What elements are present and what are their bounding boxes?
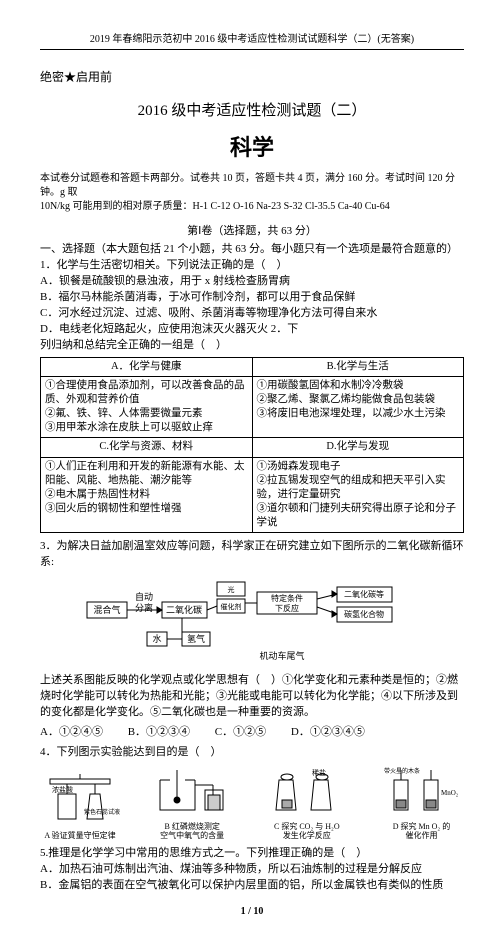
q2-b2: ②聚乙烯、聚氯乙烯均能做食品包装袋 (257, 393, 460, 407)
q2-d1: ①汤姆森发现电子 (257, 460, 460, 474)
exp-d: 带火星的木条 MnO₂ D 探究 Mn O₂ 的 催化作用 (379, 765, 464, 840)
q3-diagram: 混合气 自动 分离 二氧化碳 光 催化剂 特定条件 下反应 二氧化碳等 碳氢化合… (40, 577, 464, 667)
q1-options: A．钡餐是硫酸钡的悬浊液，用于 x 射线检查肠胃病 B．福尔马林能杀菌消毒，于冰… (40, 274, 464, 354)
q3-opt-b: B．①②③④ (128, 723, 190, 739)
page-number: 1 / 10 (40, 906, 464, 917)
q3-para: 上述关系图能反映的化学观点或化学思想有（ ）①化学变化和元素种类是恒的；②燃烧时… (40, 673, 464, 721)
exp-b-l1: B 红磷燃烧测定 (150, 823, 235, 832)
diag-h2: 氢气 (187, 633, 205, 644)
intro-line1: 本试卷分试题卷和答题卡两部分。试卷共 10 页，答题卡共 4 页，满分 160 … (40, 173, 455, 198)
q2-cell-b: ①用碳酸氢固体和水制冷冷敷袋 ②聚乙烯、聚氯乙烯均能做食品包装袋 ③将废旧电池深… (252, 376, 464, 438)
q5-stem: 5.推理是化学学习中常用的思维方式之一。下列推理正确的是（ ） (40, 846, 464, 862)
exp-d-l2: 催化作用 (379, 832, 464, 841)
q3-opt-c: C．①②⑤ (215, 723, 266, 739)
diag-auto: 自动 (135, 591, 153, 602)
q1-tail: 列归纳和总结完全正确的一组是（ ） (40, 338, 464, 354)
svg-text:稀盐: 稀盐 (312, 768, 326, 777)
page-container: 2019 年春绵阳示范初中 2016 级中考适应性检测试试题科学（二）(无答案)… (0, 0, 504, 937)
q2-header-a: A．化学与健康 (41, 357, 253, 376)
q2-b1: ①用碳酸氢固体和水制冷冷敷袋 (257, 379, 460, 393)
q4-stem: 4．下列图示实验能达到目的是（ ） (40, 745, 464, 761)
q2-cell-d: ①汤姆森发现电子 ②拉瓦锡发现空气的组成和把天平引入实验，进行定量研究 ③道尔顿… (252, 457, 464, 533)
q2-a1: ①合理使用食品添加剂，可以改善食品的品质、外观和营养价值 (45, 379, 248, 407)
diag-fuel2: 下反应 (275, 603, 299, 613)
exp-d-l1: D 探究 Mn O₂ 的 (379, 823, 464, 832)
q2-a2: ②氟、铁、锌、人体需要微量元素 (45, 407, 248, 421)
diag-absorb: 机动车尾气 (259, 650, 304, 661)
q3-stem: 3．为解决日益加剧温室效应等问题，科学家正在研究建立如下图所示的二氧化碳新循环系… (40, 539, 464, 571)
exp-b: B 红磷燃烧测定 空气中氧气的含量 (150, 765, 235, 840)
q2-c3: ③回火后的钢韧性和塑性增强 (45, 502, 248, 516)
intro-text: 本试卷分试题卷和答题卡两部分。试卷共 10 页，答题卡共 4 页，满分 160 … (40, 172, 464, 214)
q1-option-b: B．福尔马林能杀菌消毒，于冰可作制冷剂，都可以用于食品保鲜 (40, 290, 464, 306)
svg-text:紫色石蕊试液: 紫色石蕊试液 (84, 808, 120, 816)
q4-experiments: 浓盐酸 紫色石蕊试液 A 验证質量守恒定律 B 红磷燃烧测定 (40, 765, 464, 840)
exp-c: 稀盐 C 探究 CO₂ 与 H₂O 发生化学反应 (264, 765, 349, 840)
q2-header-b: B.化学与生活 (252, 357, 464, 376)
q3-opt-d: D．①②③④⑤ (291, 723, 365, 739)
exp-a-label: A 验证質量守恒定律 (40, 832, 120, 841)
q2-c2: ②电木属于热固性材料 (45, 488, 248, 502)
q2-d3: ③道尔顿和门捷列夫研究得出原子论和分子学说 (257, 502, 460, 530)
part1-title: 第Ⅰ卷（选择题，共 63 分） (40, 222, 464, 238)
doc-header-title: 2019 年春绵阳示范初中 2016 级中考适应性检测试试题科学（二）(无答案) (40, 30, 464, 45)
q3-options: A．①②④⑤ B．①②③④ C．①②⑤ D．①②③④⑤ (40, 723, 464, 739)
exam-title: 2016 级中考适应性检测试题（二） (40, 99, 464, 120)
q2-table: A．化学与健康 B.化学与生活 ①合理使用食品添加剂，可以改善食品的品质、外观和… (40, 357, 464, 534)
q2-header-d: D.化学与发现 (252, 438, 464, 457)
q5-opt-b: B．金属铝的表面在空气被氧化可以保护内层里面的铝，所以金属铁也有类似的性质 (40, 878, 464, 894)
q2-c1: ①人们正在利用和开发的新能源有水能、太阳能、风能、地热能、潮汐能等 (45, 460, 248, 488)
exp-c-l2: 发生化学反应 (264, 832, 349, 841)
q5-block: 5.推理是化学学习中常用的思维方式之一。下列推理正确的是（ ） A．加热石油可炼… (40, 846, 464, 894)
diag-sep: 分离 (135, 602, 153, 613)
q5-opt-a: A．加热石油可炼制出汽油、煤油等多种物质，所以石油炼制的过程是分解反应 (40, 862, 464, 878)
q2-header-c: C.化学与资源、材料 (41, 438, 253, 457)
q2-b3: ③将废旧电池深埋处理，以减少水土污染 (257, 407, 460, 421)
svg-text:浓盐酸: 浓盐酸 (52, 785, 73, 794)
subject-title: 科学 (40, 130, 464, 162)
diag-cat: 催化剂 (221, 602, 242, 611)
secret-label: 绝密★启用前 (40, 68, 464, 85)
diag-light: 光 (228, 585, 235, 594)
header-rule (40, 49, 464, 50)
q2-d2: ②拉瓦锡发现空气的组成和把天平引入实验，进行定量研究 (257, 474, 460, 502)
section1-stem: 一、选择题（本大题包括 21 个小题，共 63 分。每小题只有一个选项是最符合题… (40, 242, 464, 274)
q1-option-d: D．电线老化短路起火，应使用泡沫灭火器灭火 2．下 (40, 322, 464, 338)
diag-co2: 二氧化碳 (166, 604, 202, 615)
q2-cell-a: ①合理使用食品添加剂，可以改善食品的品质、外观和营养价值 ②氟、铁、锌、人体需要… (41, 376, 253, 438)
svg-text:带火星的木条: 带火星的木条 (384, 767, 420, 775)
intro-line2: 10N/kg 可能用到的相对原子质量：H-1 C-12 O-16 Na-23 S… (40, 201, 390, 212)
q1-option-a: A．钡餐是硫酸钡的悬浊液，用于 x 射线检查肠胃病 (40, 274, 464, 290)
q3-opt-a: A．①②④⑤ (40, 723, 103, 739)
svg-text:MnO₂: MnO₂ (441, 789, 459, 797)
diag-fuel: 特定条件 (271, 593, 303, 603)
exp-a: 浓盐酸 紫色石蕊试液 A 验证質量守恒定律 (40, 774, 120, 841)
diag-water: 水 (152, 633, 161, 644)
exp-c-l1: C 探究 CO₂ 与 H₂O (264, 823, 349, 832)
q2-cell-c: ①人们正在利用和开发的新能源有水能、太阳能、风能、地热能、潮汐能等 ②电木属于热… (41, 457, 253, 533)
q2-a3: ③用甲苯水涂在皮肤上可以驱蚊止痒 (45, 421, 248, 435)
diag-co22: 二氧化碳等 (344, 589, 384, 599)
exp-b-l2: 空气中氧气的含量 (150, 832, 235, 841)
diag-combine: 混合气 (93, 604, 120, 615)
diag-ch: 碳氢化合物 (344, 609, 384, 619)
q1-option-c: C．河水经过沉淀、过滤、吸附、杀菌消毒等物理净化方法可得自来水 (40, 306, 464, 322)
